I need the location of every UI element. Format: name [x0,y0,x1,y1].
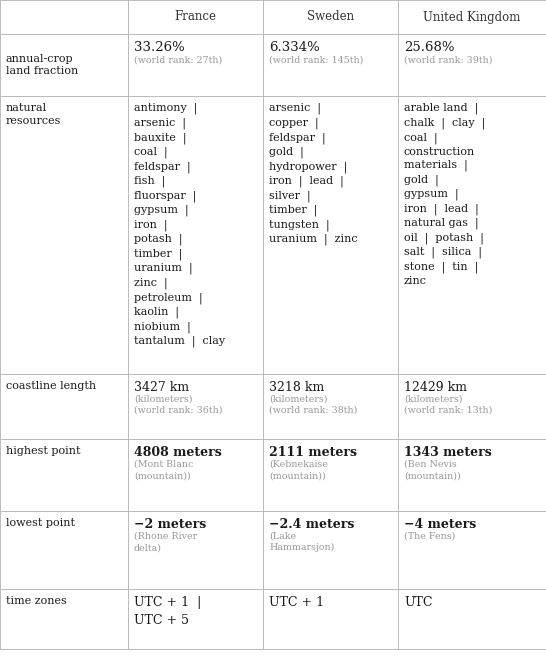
Text: annual-crop
land fraction: annual-crop land fraction [6,53,78,77]
Text: highest point: highest point [6,446,80,456]
Text: (kilometers)
(world rank: 36th): (kilometers) (world rank: 36th) [134,394,223,415]
Text: antimony  |
arsenic  |
bauxite  |
coal  |
feldspar  |
fish  |
fluorspar  |
gypsu: antimony | arsenic | bauxite | coal | fe… [134,103,225,347]
Text: 2111 meters: 2111 meters [269,446,357,459]
Text: United Kingdom: United Kingdom [423,11,521,23]
Text: Sweden: Sweden [307,11,354,23]
Text: UTC: UTC [404,596,432,609]
Text: 1343 meters: 1343 meters [404,446,492,459]
Text: 3427 km: 3427 km [134,381,189,394]
Text: UTC + 1  |
UTC + 5: UTC + 1 | UTC + 5 [134,596,201,627]
Text: (Lake
Hammarsjon): (Lake Hammarsjon) [269,532,334,552]
Text: natural
resources: natural resources [6,103,61,126]
Text: (Ben Nevis
(mountain)): (Ben Nevis (mountain)) [404,460,461,480]
Text: 3218 km: 3218 km [269,381,324,394]
Text: (world rank: 27th): (world rank: 27th) [134,56,222,65]
Text: 4808 meters: 4808 meters [134,446,222,459]
Text: (Kebnekaise
(mountain)): (Kebnekaise (mountain)) [269,460,328,480]
Text: (world rank: 39th): (world rank: 39th) [404,56,492,65]
Text: −4 meters: −4 meters [404,518,480,531]
Text: (Mont Blanc
(mountain)): (Mont Blanc (mountain)) [134,460,193,480]
Text: (kilometers)
(world rank: 38th): (kilometers) (world rank: 38th) [269,394,358,415]
Text: coastline length: coastline length [6,381,96,391]
Text: arsenic  |
copper  |
feldspar  |
gold  |
hydropower  |
iron  |  lead  |
silver  : arsenic | copper | feldspar | gold | hyd… [269,103,358,245]
Text: time zones: time zones [6,596,67,606]
Text: France: France [175,11,217,23]
Text: (The Fens): (The Fens) [404,532,455,541]
Text: 12429 km: 12429 km [404,381,467,394]
Text: lowest point: lowest point [6,518,75,528]
Text: −2 meters: −2 meters [134,518,206,531]
Text: (world rank: 145th): (world rank: 145th) [269,56,364,65]
Text: (kilometers)
(world rank: 13th): (kilometers) (world rank: 13th) [404,394,492,415]
Text: 25.68%: 25.68% [404,41,454,54]
Text: (Rhone River
delta): (Rhone River delta) [134,532,197,552]
Text: −2.4 meters: −2.4 meters [269,518,354,531]
Text: UTC + 1: UTC + 1 [269,596,324,609]
Text: arable land  |
chalk  |  clay  |
coal  |
construction
materials  |
gold  |
gypsu: arable land | chalk | clay | coal | cons… [404,103,485,286]
Text: 33.26%: 33.26% [134,41,185,54]
Text: 6.334%: 6.334% [269,41,320,54]
